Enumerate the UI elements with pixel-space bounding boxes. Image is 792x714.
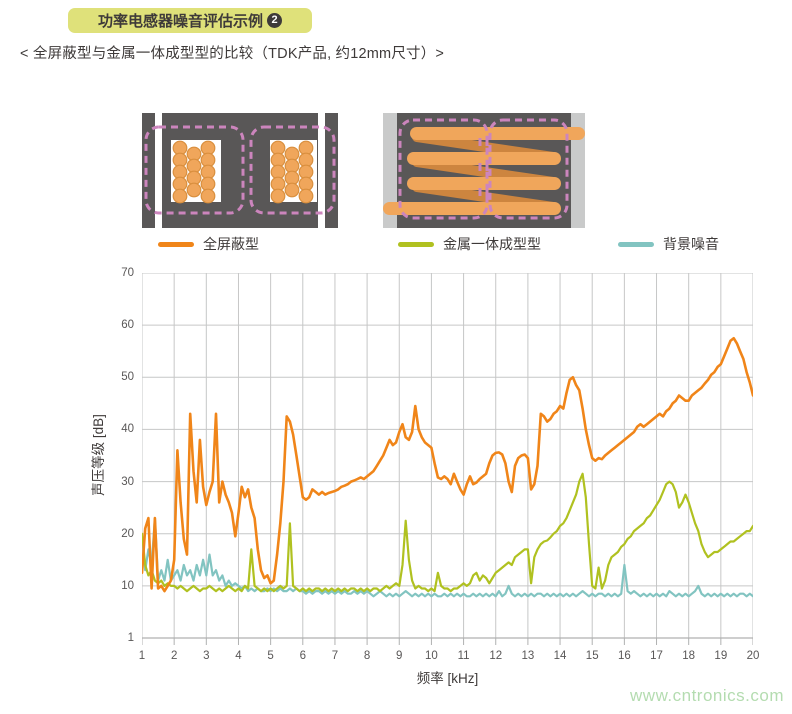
x-tick-label: 7 — [331, 650, 339, 662]
x-tick-label: 20 — [746, 650, 760, 662]
series-全屏蔽型 — [142, 336, 753, 593]
noise-spectrum-chart — [142, 273, 753, 645]
legend-item-1: 金属一体成型型 — [398, 236, 541, 252]
x-tick-label: 8 — [363, 650, 371, 662]
x-tick-label: 18 — [682, 650, 696, 662]
x-tick-label: 12 — [489, 650, 503, 662]
title-badge: 功率电感器噪音评估示例 2 — [68, 8, 312, 33]
core-gap-left — [155, 113, 162, 228]
title-badge-text: 功率电感器噪音评估示例 — [97, 13, 263, 30]
chart-subtitle: < 全屏蔽型与金属一体成型型的比较（TDK产品, 约12mm尺寸）> — [20, 46, 445, 62]
flat-wire-coil — [383, 127, 585, 215]
y-tick-label: 1 — [127, 632, 134, 644]
x-tick-label: 13 — [521, 650, 535, 662]
y-tick-label: 10 — [121, 579, 134, 592]
round-wire-winding-left — [172, 140, 216, 204]
y-tick-label: 40 — [121, 423, 134, 436]
x-axis-title: 频率 [kHz] — [416, 671, 479, 686]
x-tick-label: 2 — [170, 650, 178, 662]
x-tick-label: 17 — [650, 650, 663, 662]
x-tick-label: 5 — [267, 650, 274, 662]
x-tick-label: 4 — [235, 650, 242, 662]
series-金属一体成型型 — [142, 472, 753, 593]
legend-label: 全屏蔽型 — [203, 236, 259, 252]
x-tick-label: 3 — [203, 650, 210, 662]
magnetic-flux-path-dashed — [144, 125, 336, 215]
core-gap-right — [318, 113, 325, 228]
legend-label: 背景噪音 — [663, 236, 719, 252]
y-tick-label: 20 — [121, 527, 134, 540]
legend-item-2: 背景噪音 — [618, 236, 719, 252]
metal-molded-inductor-diagram — [383, 113, 585, 228]
x-tick-label: 9 — [396, 650, 403, 662]
fully-shielded-inductor-diagram — [142, 113, 338, 228]
x-tick-label: 19 — [714, 650, 728, 662]
x-tick-label: 11 — [457, 650, 470, 662]
y-tick-label: 30 — [121, 475, 134, 488]
y-tick-label: 60 — [121, 319, 134, 332]
circled-number-icon: 2 — [267, 13, 282, 28]
watermark: www.cntronics.com — [630, 686, 784, 705]
magnetic-flux-path-dashed — [398, 118, 569, 220]
y-tick-label: 70 — [121, 267, 134, 279]
y-tick-label: 50 — [121, 371, 134, 384]
y-axis-title: 声压等级 [dB] — [91, 414, 106, 496]
legend-swatch-icon — [158, 241, 194, 247]
round-wire-winding-right — [270, 140, 314, 204]
legend-item-0: 全屏蔽型 — [158, 236, 259, 252]
x-tick-label: 16 — [617, 650, 631, 662]
x-tick-label: 15 — [585, 650, 599, 662]
x-tick-label: 10 — [425, 650, 438, 662]
x-tick-label: 14 — [553, 650, 567, 662]
legend-label: 金属一体成型型 — [443, 236, 541, 252]
x-tick-label: 6 — [299, 650, 306, 662]
legend-swatch-icon — [618, 241, 654, 247]
x-tick-label: 1 — [138, 650, 146, 662]
legend-swatch-icon — [398, 241, 434, 247]
